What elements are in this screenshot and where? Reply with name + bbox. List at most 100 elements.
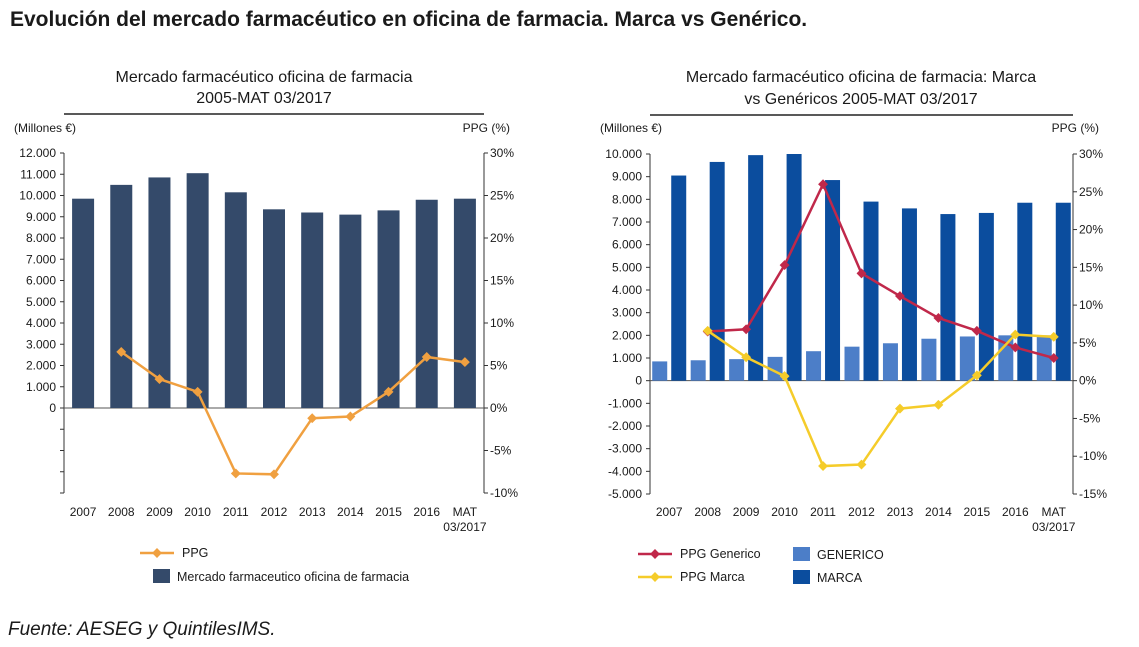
right-tick-label: 5% (1079, 336, 1097, 350)
bar-marca (901, 208, 917, 381)
left-tick-label: 3.000 (26, 337, 56, 351)
point-ppg-marca (818, 461, 828, 471)
point-ppg (230, 468, 241, 479)
bar-generico (767, 356, 783, 381)
bar-generico (921, 338, 937, 381)
bar-generico (959, 336, 975, 381)
category-label: 2016 (1002, 505, 1029, 519)
left-axis-unit: (Millones €) (600, 121, 662, 135)
bar-generico (652, 361, 668, 381)
bar-mercado-farmaceutico-oficina-de-farmacia (339, 214, 362, 408)
legend-label: PPG Generico (680, 547, 761, 561)
line-ppg-generico (707, 181, 1055, 360)
left-tick-label: 7.000 (612, 215, 642, 229)
category-label: 2009 (146, 505, 173, 519)
right-tick-label: 0% (490, 401, 508, 415)
point-ppg-generico (856, 268, 867, 279)
right-tick-label: -5% (1079, 411, 1101, 425)
point-ppg-generico (895, 291, 905, 301)
bar-marca (786, 154, 802, 381)
left-tick-label: 10.000 (19, 189, 56, 203)
left-tick-label: 2.000 (612, 328, 642, 342)
point-ppg-marca (741, 352, 752, 363)
bar-mercado-farmaceutico-oficina-de-farmacia (224, 192, 247, 408)
legend-swatch (793, 570, 810, 584)
category-label: 2010 (184, 505, 211, 519)
bar-mercado-farmaceutico-oficina-de-farmacia (186, 173, 209, 408)
point-ppg-generico (779, 260, 790, 271)
right-tick-label: -15% (1079, 487, 1107, 501)
line-ppg-marca (706, 329, 1054, 468)
left-tick-label: 1.000 (26, 380, 56, 394)
right-tick-label: 5% (490, 359, 508, 373)
left-tick-label: 11.000 (20, 167, 56, 181)
bar-generico (806, 351, 822, 381)
point-ppg (345, 411, 356, 422)
bar-mercado-farmaceutico-oficina-de-farmacia (453, 198, 476, 408)
right-tick-label: 20% (490, 231, 514, 245)
category-label: 2009 (733, 505, 760, 519)
right-tick-label: 10% (1079, 298, 1103, 312)
bar-marca (1017, 202, 1033, 381)
left-tick-label: 5.000 (612, 260, 642, 274)
left-tick-label: 10.000 (605, 147, 642, 161)
right-tick-label: 30% (490, 146, 514, 160)
point-ppg-marca (1048, 331, 1059, 342)
bar-marca (748, 155, 764, 381)
right-tick-label: -10% (490, 486, 518, 500)
left-tick-label: 9.000 (612, 170, 642, 184)
point-ppg-generico (741, 324, 752, 335)
bar-generico (1036, 335, 1052, 381)
bar-generico (844, 346, 860, 381)
right-tick-label: 20% (1079, 223, 1103, 237)
category-label: 2016 (413, 505, 440, 519)
left-tick-label: -4.000 (608, 464, 642, 478)
category-label: 2012 (261, 505, 288, 519)
point-ppg-generico (1010, 342, 1021, 353)
left-tick-label: 12.000 (19, 146, 56, 160)
chart-title: vs Genéricos 2005-MAT 03/2017 (744, 91, 977, 108)
bar-mercado-farmaceutico-oficina-de-farmacia (72, 198, 95, 408)
left-tick-label: -3.000 (608, 442, 642, 456)
left-tick-label: 8.000 (26, 231, 56, 245)
legend-swatch (793, 547, 810, 561)
source-note: Fuente: AESEG y QuintilesIMS. (8, 619, 276, 640)
point-ppg (383, 386, 394, 397)
bar-generico (690, 360, 706, 381)
right-tick-label: 30% (1079, 147, 1103, 161)
right-tick-label: -10% (1079, 449, 1107, 463)
category-label: 2013 (887, 505, 914, 519)
left-tick-label: 4.000 (612, 283, 642, 297)
category-label: MAT (453, 505, 478, 519)
legend-label: PPG Marca (680, 570, 745, 584)
left-tick-label: 6.000 (612, 238, 642, 252)
left-tick-label: -2.000 (608, 419, 642, 433)
point-ppg-marca (1010, 329, 1021, 340)
category-label: 2012 (848, 505, 875, 519)
right-tick-label: 25% (490, 189, 514, 203)
category-label: 2008 (694, 505, 721, 519)
right-axis-unit: PPG (%) (463, 121, 510, 135)
legend-label: MARCA (817, 571, 863, 585)
legend-label: GENERICO (817, 548, 884, 562)
line-ppg (120, 350, 466, 476)
category-label: 2014 (925, 505, 952, 519)
right-tick-label: 25% (1079, 185, 1103, 199)
bar-marca (825, 180, 841, 381)
right-tick-label: 10% (490, 316, 514, 330)
right-tick-label: 0% (1079, 374, 1097, 388)
point-ppg-marca (895, 403, 905, 414)
right-tick-label: -5% (490, 444, 512, 458)
point-ppg-generico (1048, 353, 1059, 363)
category-label: 2007 (70, 505, 97, 519)
bar-marca (1055, 202, 1071, 381)
category-label: 2007 (656, 505, 683, 519)
bar-generico (998, 335, 1014, 381)
category-label: 2015 (964, 505, 991, 519)
point-ppg-marca (933, 399, 944, 410)
left-tick-label: 3.000 (612, 306, 642, 320)
left-tick-label: -1.000 (608, 396, 642, 410)
point-ppg-marca (971, 370, 982, 381)
